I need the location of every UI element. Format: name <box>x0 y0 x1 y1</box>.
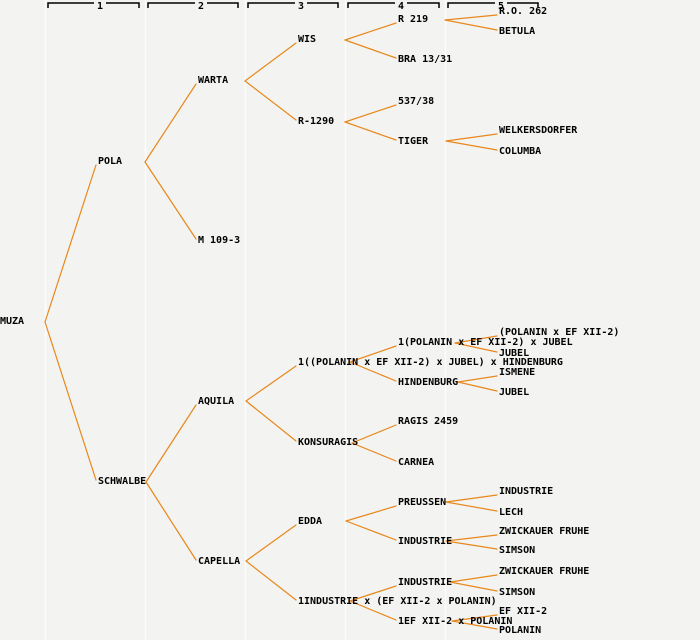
generation-number-backdrop <box>195 0 207 9</box>
pedigree-edge-industrie1-simson1 <box>445 540 498 550</box>
generation-number-backdrop <box>295 0 307 9</box>
pedigree-edge-schwalbe-aquila <box>145 404 197 483</box>
generation-bracket <box>447 2 539 8</box>
pedigree-edge-konsuragis-ragis <box>351 424 397 444</box>
pedigree-edge-efpol-efxii2 <box>451 614 498 622</box>
pedigree-edge-wis-r219 <box>344 22 397 41</box>
pedigree-edge-warta-r1290 <box>244 80 297 121</box>
pedigree-edge-r1290-tiger <box>344 121 397 141</box>
generation-bracket <box>247 2 339 8</box>
pedigree-edge-r1290-n53738 <box>344 104 397 123</box>
pedigree-edge-edda-preussen <box>345 505 397 522</box>
pedigree-edge-industrie3-zwickauer2 <box>449 574 498 583</box>
generation-bracket <box>47 2 140 8</box>
pedigree-edge-hindenburg-jubel2 <box>457 381 498 392</box>
pedigree-edge-r219-betula <box>444 19 498 31</box>
generation-number: 4 <box>398 1 404 12</box>
pedigree-edge-industrie3-simson2 <box>449 581 498 592</box>
pedigree-edge-aquila-long1 <box>245 365 297 402</box>
pedigree-edge-tiger-welkersdorfer <box>445 133 498 142</box>
generation-number: 3 <box>298 1 304 12</box>
pedigree-edge-muza-pola <box>44 164 97 323</box>
pedigree-edge-long1-hindenburg <box>349 361 397 382</box>
pedigree-edge-hindenburg-ismene <box>457 375 498 383</box>
pedigree-edge-long1-jubelx <box>349 345 397 363</box>
pedigree-edge-long2-industrie3 <box>349 585 397 602</box>
generation-number: 2 <box>198 1 204 12</box>
generation-bracket <box>347 2 440 8</box>
pedigree-edge-pola-warta <box>144 83 197 163</box>
generation-number: 5 <box>498 1 504 12</box>
generation-number-backdrop <box>94 0 106 9</box>
pedigree-edge-tiger-columba <box>445 140 498 151</box>
pedigree-edge-edda-industrie1 <box>345 520 397 541</box>
generation-bracket <box>147 2 239 8</box>
pedigree-edge-muza-schwalbe <box>44 321 97 481</box>
pedigree-edge-warta-wis <box>244 42 297 82</box>
pedigree-edge-long2-efpol <box>349 600 397 621</box>
pedigree-edge-industrie1-zwickauer1 <box>445 534 498 542</box>
pedigree-edge-aquila-konsuragis <box>245 400 297 442</box>
pedigree-edge-jubelx-polaninef <box>454 335 498 344</box>
pedigree-edge-schwalbe-capella <box>145 481 197 561</box>
pedigree-edge-efpol-polanin <box>451 620 498 630</box>
pedigree-edge-jubelx-jubel1 <box>454 342 498 353</box>
generation-number-backdrop <box>395 0 407 9</box>
pedigree-edge-konsuragis-carnea <box>351 442 397 462</box>
generation-number: 1 <box>97 1 103 12</box>
generation-number-backdrop <box>495 0 507 9</box>
pedigree-edge-capella-edda <box>245 524 297 562</box>
pedigree-edge-capella-long2 <box>245 560 297 601</box>
pedigree-edge-preussen-lech <box>445 501 498 512</box>
pedigree-edge-pola-m109 <box>144 161 197 240</box>
pedigree-edge-wis-bra1331 <box>344 39 397 59</box>
pedigree-edge-r219-ro262 <box>444 14 498 21</box>
pedigree-edge-preussen-industrie2 <box>445 494 498 503</box>
